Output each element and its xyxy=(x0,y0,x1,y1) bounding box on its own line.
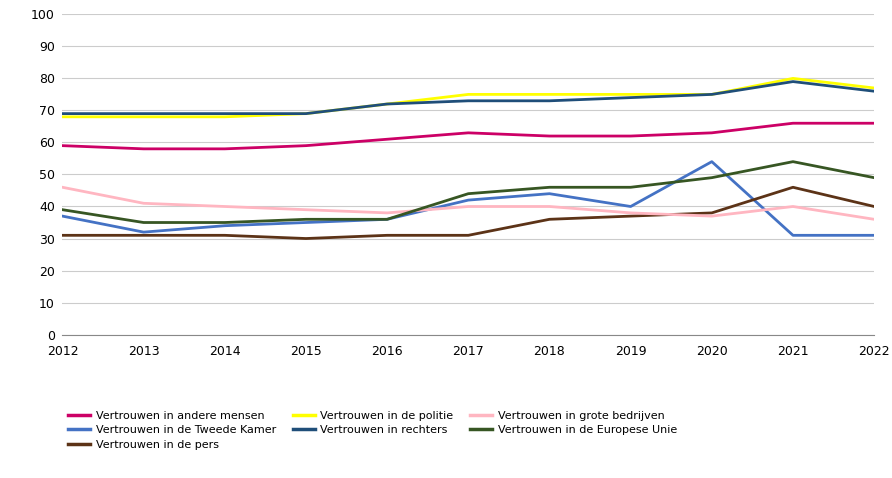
Legend: Vertrouwen in andere mensen, Vertrouwen in de Tweede Kamer, Vertrouwen in de per: Vertrouwen in andere mensen, Vertrouwen … xyxy=(68,411,677,449)
